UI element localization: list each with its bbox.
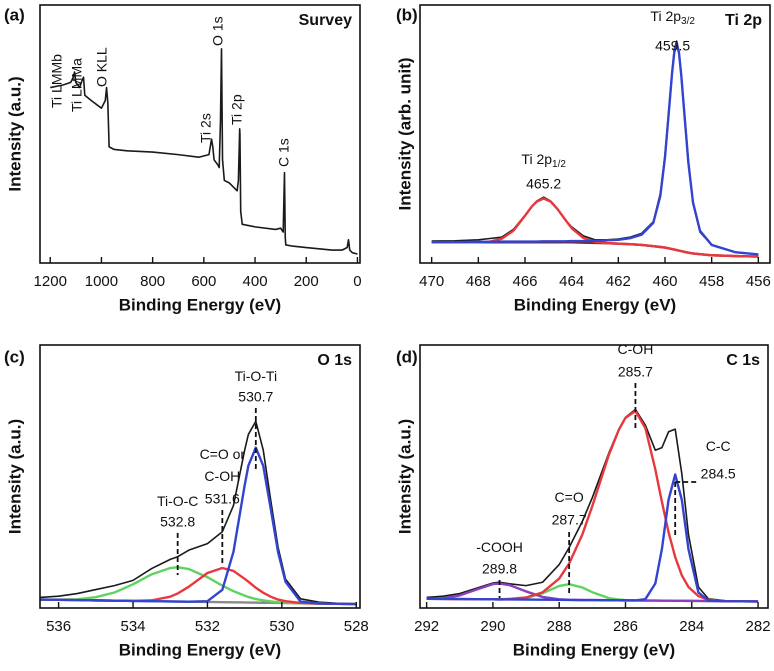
annotation-subscript: 3/2 xyxy=(681,16,695,27)
panel-title: C 1s xyxy=(726,352,760,369)
x-tick-label: 466 xyxy=(512,273,537,290)
x-tick-label: 534 xyxy=(121,618,146,635)
y-axis-label: Intensity (a.u.) xyxy=(5,419,24,534)
panel-title: O 1s xyxy=(317,352,352,369)
peak-label: C 1s xyxy=(276,138,292,167)
annotation-value: 532.8 xyxy=(160,514,195,530)
peak-label: Ti 2p xyxy=(229,94,245,125)
panel-title: Ti 2p xyxy=(725,12,762,29)
plot-frame xyxy=(39,4,361,264)
x-tick-label: 284 xyxy=(679,618,704,635)
panel-letter: (c) xyxy=(4,347,25,366)
spectrum-line xyxy=(40,566,357,606)
annotation-value: 459.5 xyxy=(655,38,690,54)
annotation-text: C-OH xyxy=(618,341,654,357)
annotation-label: C=O xyxy=(555,489,584,505)
x-axis-label: Binding Energy (eV) xyxy=(119,640,281,659)
x-tick-label: 800 xyxy=(140,273,165,290)
annotation-value: 289.8 xyxy=(482,561,517,577)
plot-frame xyxy=(419,344,769,609)
x-tick-label: 290 xyxy=(480,618,505,635)
annotation-text: C-C xyxy=(706,438,731,454)
annotation-label: -COOH xyxy=(476,539,523,555)
annotation-label: C-OH xyxy=(204,468,240,484)
y-axis-label: Intensity (a.u.) xyxy=(395,419,414,534)
x-tick-label: 288 xyxy=(547,618,572,635)
annotation-text: C-OH xyxy=(204,468,240,484)
annotation-label: C=O or xyxy=(200,446,246,462)
x-tick-label: 282 xyxy=(746,618,771,635)
annotation-value: 284.5 xyxy=(701,466,736,482)
spectrum-line xyxy=(39,446,357,606)
annotation-text: C=O or xyxy=(200,446,246,462)
peak-label: Ti 2s xyxy=(198,113,214,143)
peak-label: Ti LMMb xyxy=(49,54,65,108)
plot-frame xyxy=(419,4,771,264)
annotation-value: 465.2 xyxy=(526,176,561,192)
x-tick-label: 292 xyxy=(414,618,439,635)
spectrum-line xyxy=(431,42,759,256)
x-tick-label: 536 xyxy=(46,618,71,635)
x-tick-label: 456 xyxy=(746,273,771,290)
spectrum-line xyxy=(431,40,759,256)
x-tick-label: 468 xyxy=(466,273,491,290)
x-tick-label: 460 xyxy=(652,273,677,290)
panel-letter: (a) xyxy=(4,5,25,24)
annotation-label: C-C xyxy=(706,438,731,454)
annotation-text: C=O xyxy=(555,489,584,505)
spectrum-line xyxy=(39,420,357,605)
annotation-label: Ti 2p1/2 xyxy=(521,151,566,170)
x-tick-label: 1000 xyxy=(85,273,118,290)
annotation-value: 285.7 xyxy=(618,364,653,380)
panel-title: Survey xyxy=(299,12,352,29)
x-tick-label: 462 xyxy=(606,273,631,290)
peak-label: O 1s xyxy=(210,16,226,46)
peak-label: Ti LMMa xyxy=(69,58,85,112)
x-tick-label: 470 xyxy=(419,273,444,290)
x-tick-label: 464 xyxy=(559,273,584,290)
panel-letter: (b) xyxy=(396,5,418,24)
x-tick-label: 286 xyxy=(613,618,638,635)
x-tick-label: 528 xyxy=(344,618,369,635)
annotation-value: 287.7 xyxy=(552,512,587,528)
annotation-label: C-OH xyxy=(618,341,654,357)
x-tick-label: 600 xyxy=(191,273,216,290)
spectrum-line xyxy=(426,473,759,603)
annotation-label: Ti 2p3/2 xyxy=(650,8,695,27)
annotation-subscript: 1/2 xyxy=(552,159,566,170)
x-axis-label: Binding Energy (eV) xyxy=(514,295,676,314)
x-axis-label: Binding Energy (eV) xyxy=(119,295,281,314)
x-tick-label: 530 xyxy=(269,618,294,635)
annotation-text: Ti 2p xyxy=(521,151,552,167)
spectrum-line xyxy=(431,197,759,258)
spectrum-line xyxy=(50,48,358,255)
x-tick-label: 200 xyxy=(294,273,319,290)
annotation-value: 531.6 xyxy=(205,491,240,507)
annotation-text: Ti-O-Ti xyxy=(235,368,278,384)
x-tick-label: 532 xyxy=(195,618,220,635)
annotation-label: Ti-O-C xyxy=(157,493,198,509)
x-tick-label: 400 xyxy=(243,273,268,290)
annotation-value: 530.7 xyxy=(238,389,273,405)
annotation-text: -COOH xyxy=(476,539,523,555)
x-tick-label: 0 xyxy=(353,273,361,290)
annotation-text: Ti 2p xyxy=(650,8,681,24)
x-tick-label: 1200 xyxy=(34,273,67,290)
peak-label: O KLL xyxy=(94,47,110,87)
annotation-label: Ti-O-Ti xyxy=(235,368,278,384)
annotation-text: Ti-O-C xyxy=(157,493,198,509)
x-tick-label: 458 xyxy=(699,273,724,290)
y-axis-label: Intensity (a.u.) xyxy=(5,76,24,191)
panel-letter: (d) xyxy=(396,347,418,366)
plot-frame xyxy=(39,344,361,609)
x-axis-label: Binding Energy (eV) xyxy=(513,640,675,659)
y-axis-label: Intensity (arb. unit) xyxy=(395,58,414,211)
